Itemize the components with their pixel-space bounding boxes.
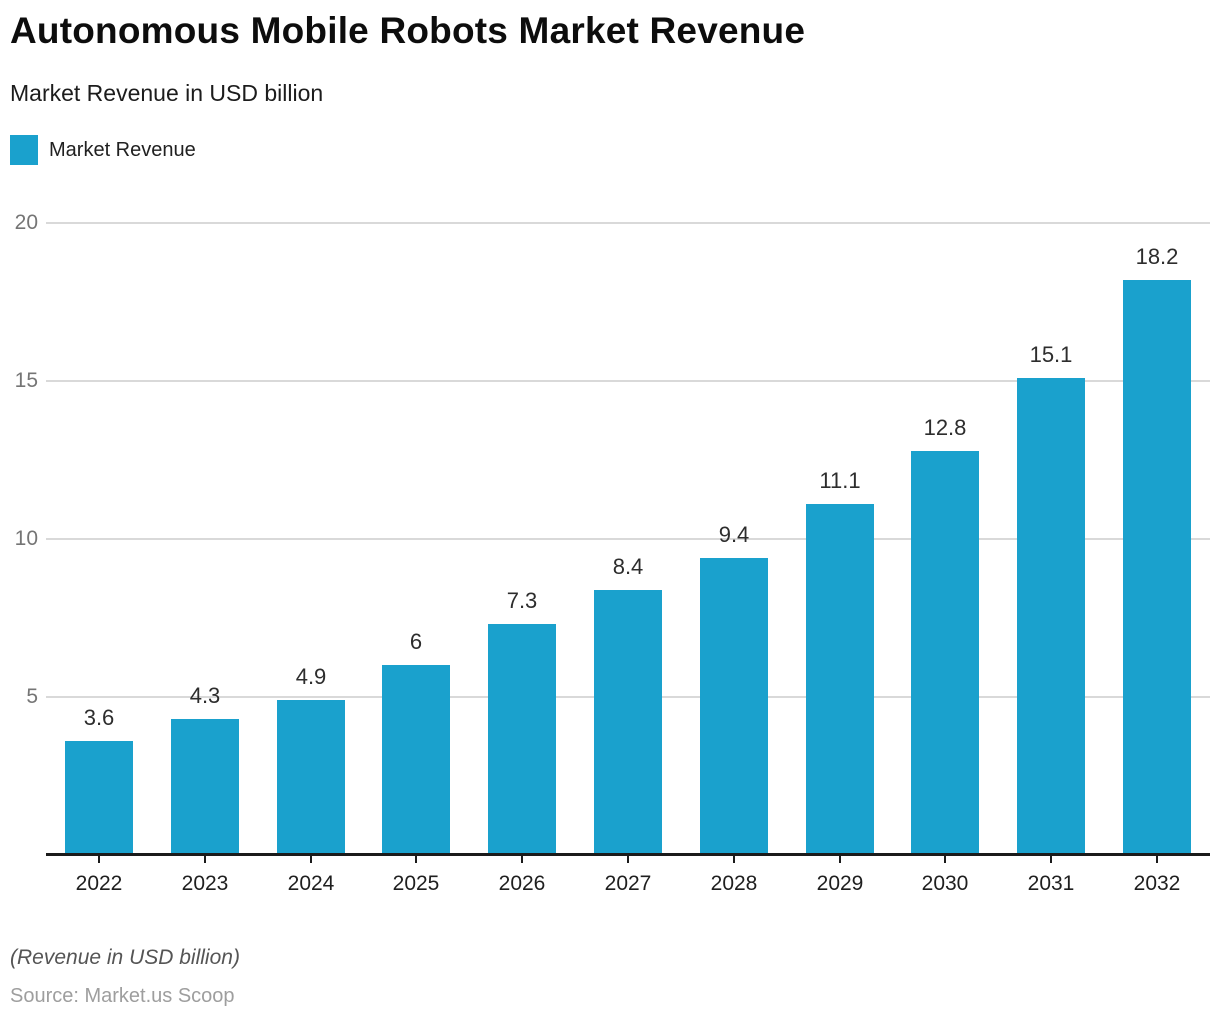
- bar-2024[interactable]: [277, 700, 345, 855]
- bar-2032[interactable]: [1123, 280, 1191, 855]
- bar-value-label: 6: [409, 629, 423, 654]
- x-axis-tick: [627, 854, 629, 863]
- y-axis-tick-label: 15: [14, 369, 38, 392]
- chart-subtitle: Market Revenue in USD billion: [10, 80, 324, 106]
- y-axis-tick-label: 20: [14, 211, 38, 234]
- gridline: [46, 538, 1210, 540]
- bar-2022[interactable]: [65, 741, 133, 855]
- bar-2028[interactable]: [700, 558, 768, 855]
- x-axis-year-label: 2031: [1027, 872, 1075, 895]
- x-axis-tick: [1050, 854, 1052, 863]
- legend[interactable]: Market Revenue: [10, 135, 196, 165]
- x-axis-year-label: 2025: [392, 872, 440, 895]
- bar-2031[interactable]: [1017, 378, 1085, 855]
- x-axis-tick: [521, 854, 523, 863]
- x-axis-year-label: 2028: [710, 872, 758, 895]
- x-axis-year-label: 2022: [75, 872, 123, 895]
- bar-value-label: 9.4: [718, 522, 750, 547]
- x-axis-year-label: 2032: [1133, 872, 1181, 895]
- bar-value-label: 18.2: [1135, 244, 1179, 269]
- gridline: [46, 222, 1210, 224]
- y-axis-tick-label: 5: [26, 685, 38, 708]
- legend-label: Market Revenue: [49, 138, 196, 161]
- x-axis-tick: [98, 854, 100, 863]
- bar-value-label: 3.6: [83, 705, 115, 730]
- bar-2027[interactable]: [594, 590, 662, 855]
- bar-2029[interactable]: [806, 504, 874, 855]
- bar-value-label: 15.1: [1029, 342, 1073, 367]
- x-axis-tick: [733, 854, 735, 863]
- x-axis-tick: [944, 854, 946, 863]
- x-axis-year-label: 2030: [921, 872, 969, 895]
- source-note: Source: Market.us Scoop: [10, 985, 235, 1007]
- x-axis-year-label: 2026: [498, 872, 546, 895]
- bar-2026[interactable]: [488, 624, 556, 855]
- x-axis-year-label: 2027: [604, 872, 652, 895]
- x-axis-year-label: 2023: [181, 872, 229, 895]
- y-axis-tick-label: 10: [14, 527, 38, 550]
- x-axis-tick: [415, 854, 417, 863]
- bar-value-label: 12.8: [923, 415, 967, 440]
- revenue-unit-note: (Revenue in USD billion): [10, 946, 240, 969]
- legend-swatch-icon: [10, 135, 38, 165]
- bar-value-label: 11.1: [819, 468, 861, 493]
- chart-title: Autonomous Mobile Robots Market Revenue: [10, 10, 806, 51]
- gridline: [46, 380, 1210, 382]
- bar-value-label: 7.3: [506, 588, 538, 613]
- bar-2030[interactable]: [911, 451, 979, 855]
- bar-value-label: 4.9: [295, 664, 327, 689]
- x-axis-tick: [839, 854, 841, 863]
- x-axis-tick: [204, 854, 206, 863]
- x-axis-tick: [1156, 854, 1158, 863]
- x-axis-year-label: 2024: [287, 872, 335, 895]
- bar-2023[interactable]: [171, 719, 239, 855]
- bar-2025[interactable]: [382, 665, 450, 855]
- x-axis-tick: [310, 854, 312, 863]
- x-axis-year-label: 2029: [816, 872, 864, 895]
- x-axis-line: [46, 853, 1210, 856]
- bar-value-label: 4.3: [189, 683, 221, 708]
- bar-value-label: 8.4: [612, 554, 644, 579]
